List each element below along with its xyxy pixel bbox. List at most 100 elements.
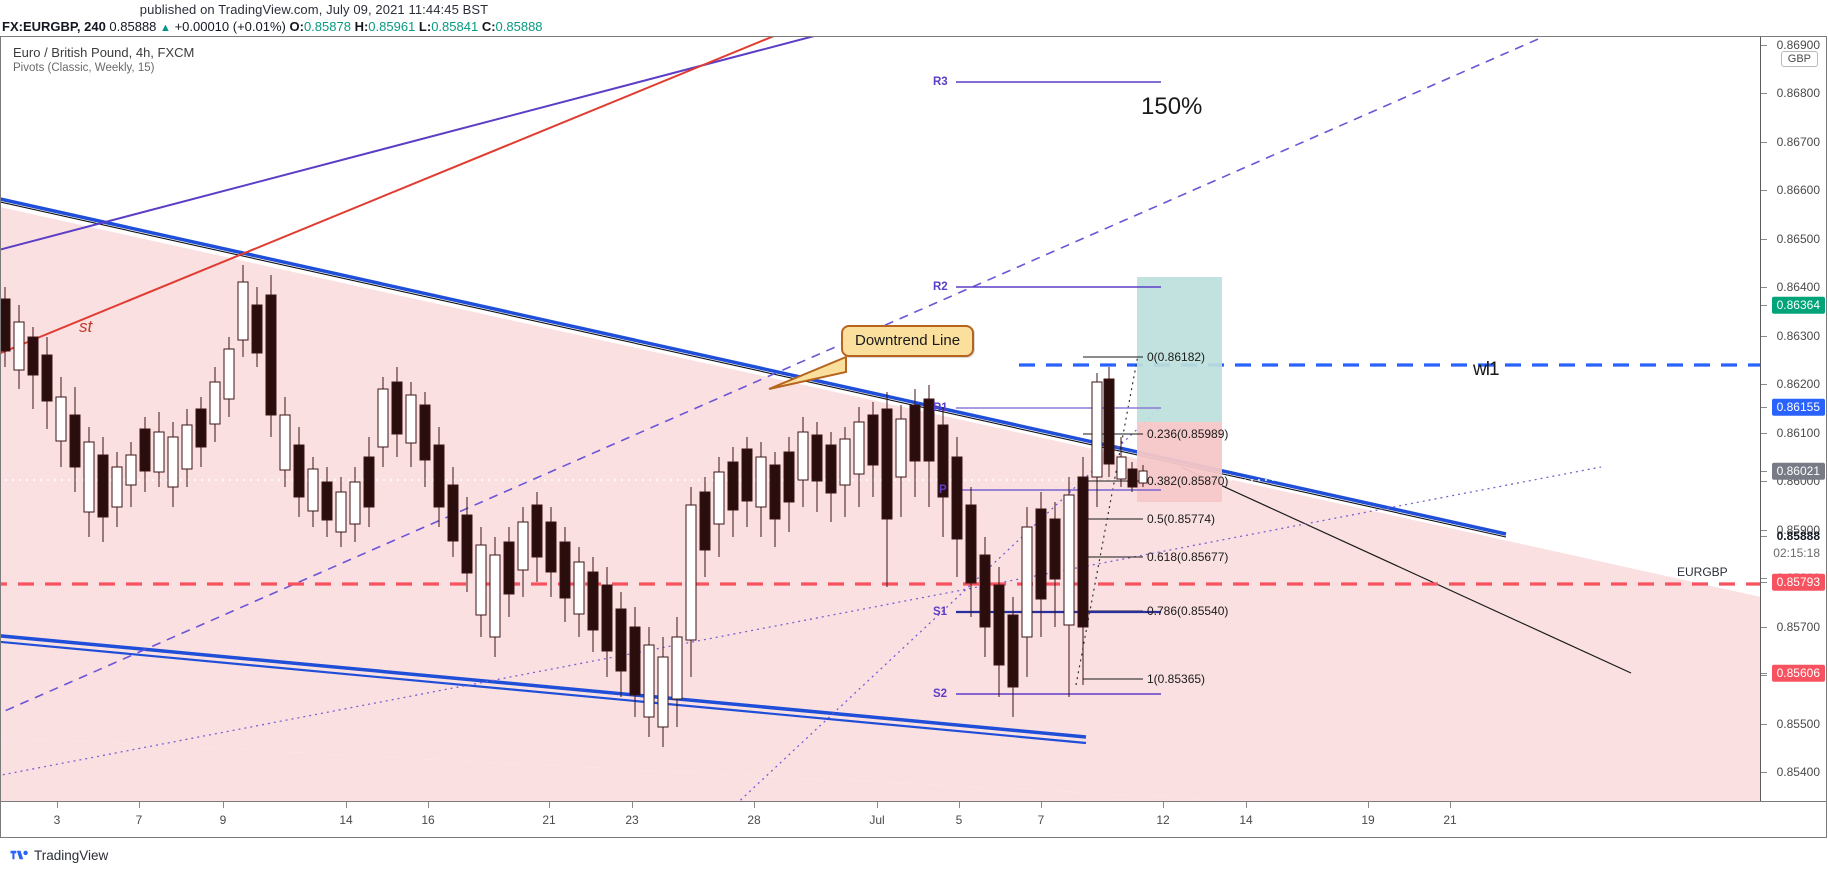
published-text: published on TradingView.com, July 09, 2… [139,2,489,17]
fib-bear-zone [1137,422,1222,502]
price-tick [1761,433,1767,434]
time-tick-label: 14 [339,813,353,827]
time-axis[interactable]: 3 7 9 14 16 21 23 28 Jul 5 7 12 14 19 21 [0,802,1827,838]
price-tick [1761,239,1767,240]
tradingview-logo[interactable]: TradingView [10,847,108,863]
pivot-lines [956,81,1161,695]
fib-label-5: 0.5(0.85774) [1147,512,1216,526]
time-tick-label: 9 [219,813,227,827]
price-tick [1761,530,1767,531]
close-key: C: [481,19,496,34]
fib-label-786: 0.786(0.85540) [1147,604,1229,618]
time-tick [632,802,633,808]
fib-label-236: 0.236(0.85989) [1147,427,1229,441]
price-badge-tick [1761,673,1767,674]
legend-indicator[interactable]: Pivots (Classic, Weekly, 15) [13,62,155,74]
time-tick-label: 16 [421,813,435,827]
price-badge[interactable]: 0.86364 [1771,296,1825,314]
time-tick-label: 14 [1239,813,1253,827]
price-tick [1761,336,1767,337]
close-value: 0.85888 [495,19,543,34]
low-key: L: [418,19,432,34]
price-badge[interactable]: 0.86021 [1771,462,1825,480]
price-change: +0.00010 (+0.01%) [174,19,286,34]
price-tick-label: 0.86500 [1776,232,1820,246]
trend-extension [1180,466,1632,674]
price-tick-label: 0.86300 [1776,329,1820,343]
price-tick-label: 0.86100 [1776,426,1820,440]
red-trendline [1,37,775,354]
current-price-tick [1761,536,1767,537]
price-tick-label: 0.85900 [1776,523,1820,537]
price-tick-label: 0.85400 [1776,765,1820,779]
published-line: published on TradingView.com, July 09, 2… [0,2,1828,17]
time-tick-label: 19 [1361,813,1375,827]
time-tick [877,802,878,808]
price-tick [1761,772,1767,773]
chart-frame[interactable]: Euro / British Pound, 4h, FXCM Pivots (C… [0,36,1827,802]
current-price-label: 0.85888 [1776,529,1820,543]
open-key: O: [289,19,304,34]
price-tick [1761,93,1767,94]
price-badge[interactable]: 0.85793 [1771,573,1825,591]
percent-annotation: 150% [1141,93,1203,120]
downtrend-callout-text: Downtrend Line [855,332,961,349]
time-tick-label: 12 [1156,813,1170,827]
price-badge-tick [1761,305,1767,306]
time-tick [959,802,960,808]
low-value: 0.85841 [431,19,479,34]
symbol-label[interactable]: FX:EURGBP, 240 [2,19,106,34]
time-tick [139,802,140,808]
time-tick [346,802,347,808]
time-tick [57,802,58,808]
currency-pill[interactable]: GBP [1780,51,1818,67]
price-badge-tick [1761,471,1767,472]
price-tick [1761,578,1767,579]
price-badge-tick [1761,407,1767,408]
price-tick [1761,190,1767,191]
time-tick-label: 23 [625,813,639,827]
fib-label-0: 0(0.86182) [1147,350,1206,364]
downtrend-line-callout[interactable]: Downtrend Line [841,325,975,357]
fib-label-1: 1(0.85365) [1147,672,1206,686]
time-tick-label: 7 [1037,813,1045,827]
pivot-label-r2: R2 [933,281,948,293]
fib-bull-zone [1137,277,1222,422]
time-tick [223,802,224,808]
pivot-label-p: P [939,484,947,496]
pivot-label-r1: R1 [933,402,948,414]
fib-label-382: 0.382(0.85870) [1147,474,1229,488]
pivot-label-s1: S1 [933,606,948,618]
time-tick [1163,802,1164,808]
price-tick [1761,627,1767,628]
channel-fill [1,207,1761,801]
price-tick-label: 0.86900 [1776,38,1820,52]
price-tick [1761,724,1767,725]
time-tick-label: 21 [542,813,556,827]
current-symbol-side-label: EURGBP [1677,565,1728,579]
st-annotation: st [79,317,93,336]
price-axis[interactable]: GBP 0.86900 0.86800 0.86700 0.86600 0.86500 0… [1760,37,1826,801]
price-countdown: 02:15:18 [1773,546,1820,560]
chart-plot-area[interactable]: Euro / British Pound, 4h, FXCM Pivots (C… [1,37,1761,801]
pivot-label-r3: R3 [933,76,948,88]
last-price: 0.85888 [109,19,157,34]
price-tick-label: 0.86200 [1776,377,1820,391]
price-tick [1761,384,1767,385]
price-badge[interactable]: 0.85606 [1771,664,1825,682]
tradingview-logo-icon [10,850,28,860]
price-badge[interactable]: 0.86155 [1771,398,1825,416]
time-tick-label: 28 [747,813,761,827]
price-tick-label: 0.85700 [1776,620,1820,634]
time-tick [428,802,429,808]
price-tick-label: 0.86700 [1776,135,1820,149]
time-tick-label: 21 [1443,813,1457,827]
price-tick [1761,142,1767,143]
price-tick [1761,675,1767,676]
weekly-level-annotation: wl1 [1473,359,1499,380]
open-value: 0.85878 [303,19,351,34]
price-tick-label: 0.86800 [1776,86,1820,100]
tradingview-logo-text: TradingView [34,847,109,863]
fib-connector [1075,354,1139,686]
